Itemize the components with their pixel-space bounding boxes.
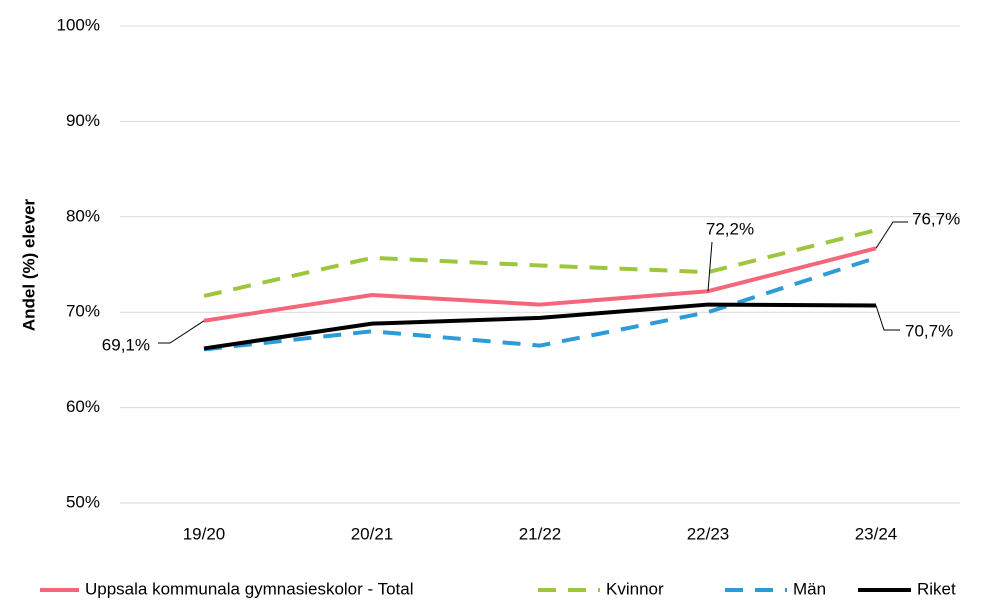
- data-label: 70,7%: [905, 321, 953, 340]
- x-tick-label: 21/22: [519, 524, 562, 543]
- legend-label: Uppsala kommunala gymnasieskolor - Total: [85, 579, 414, 598]
- x-tick-label: 22/23: [687, 524, 730, 543]
- leader-line: [707, 241, 713, 292]
- series-line: [203, 228, 877, 298]
- y-tick-label: 50%: [66, 492, 100, 511]
- data-label: 69,1%: [102, 335, 150, 354]
- y-axis-label: Andel (%) elever: [19, 198, 38, 331]
- x-tick-label: 23/24: [855, 524, 898, 543]
- y-tick-label: 70%: [66, 302, 100, 321]
- y-tick-label: 60%: [66, 397, 100, 416]
- leader-line: [875, 221, 908, 249]
- x-tick-label: 20/21: [351, 524, 394, 543]
- data-label: 76,7%: [912, 209, 960, 228]
- y-tick-label: 80%: [66, 206, 100, 225]
- legend-label: Män: [793, 579, 826, 598]
- y-tick-label: 100%: [57, 15, 100, 34]
- x-tick-label: 19/20: [183, 524, 226, 543]
- legend-label: Kvinnor: [606, 579, 664, 598]
- leader-line: [158, 320, 205, 344]
- series-line: [203, 246, 877, 323]
- data-label: 72,2%: [706, 219, 754, 238]
- legend-label: Riket: [917, 579, 956, 598]
- series-line: [203, 255, 877, 352]
- series-line: [203, 302, 877, 351]
- leader-line: [875, 305, 900, 331]
- y-tick-label: 90%: [66, 111, 100, 130]
